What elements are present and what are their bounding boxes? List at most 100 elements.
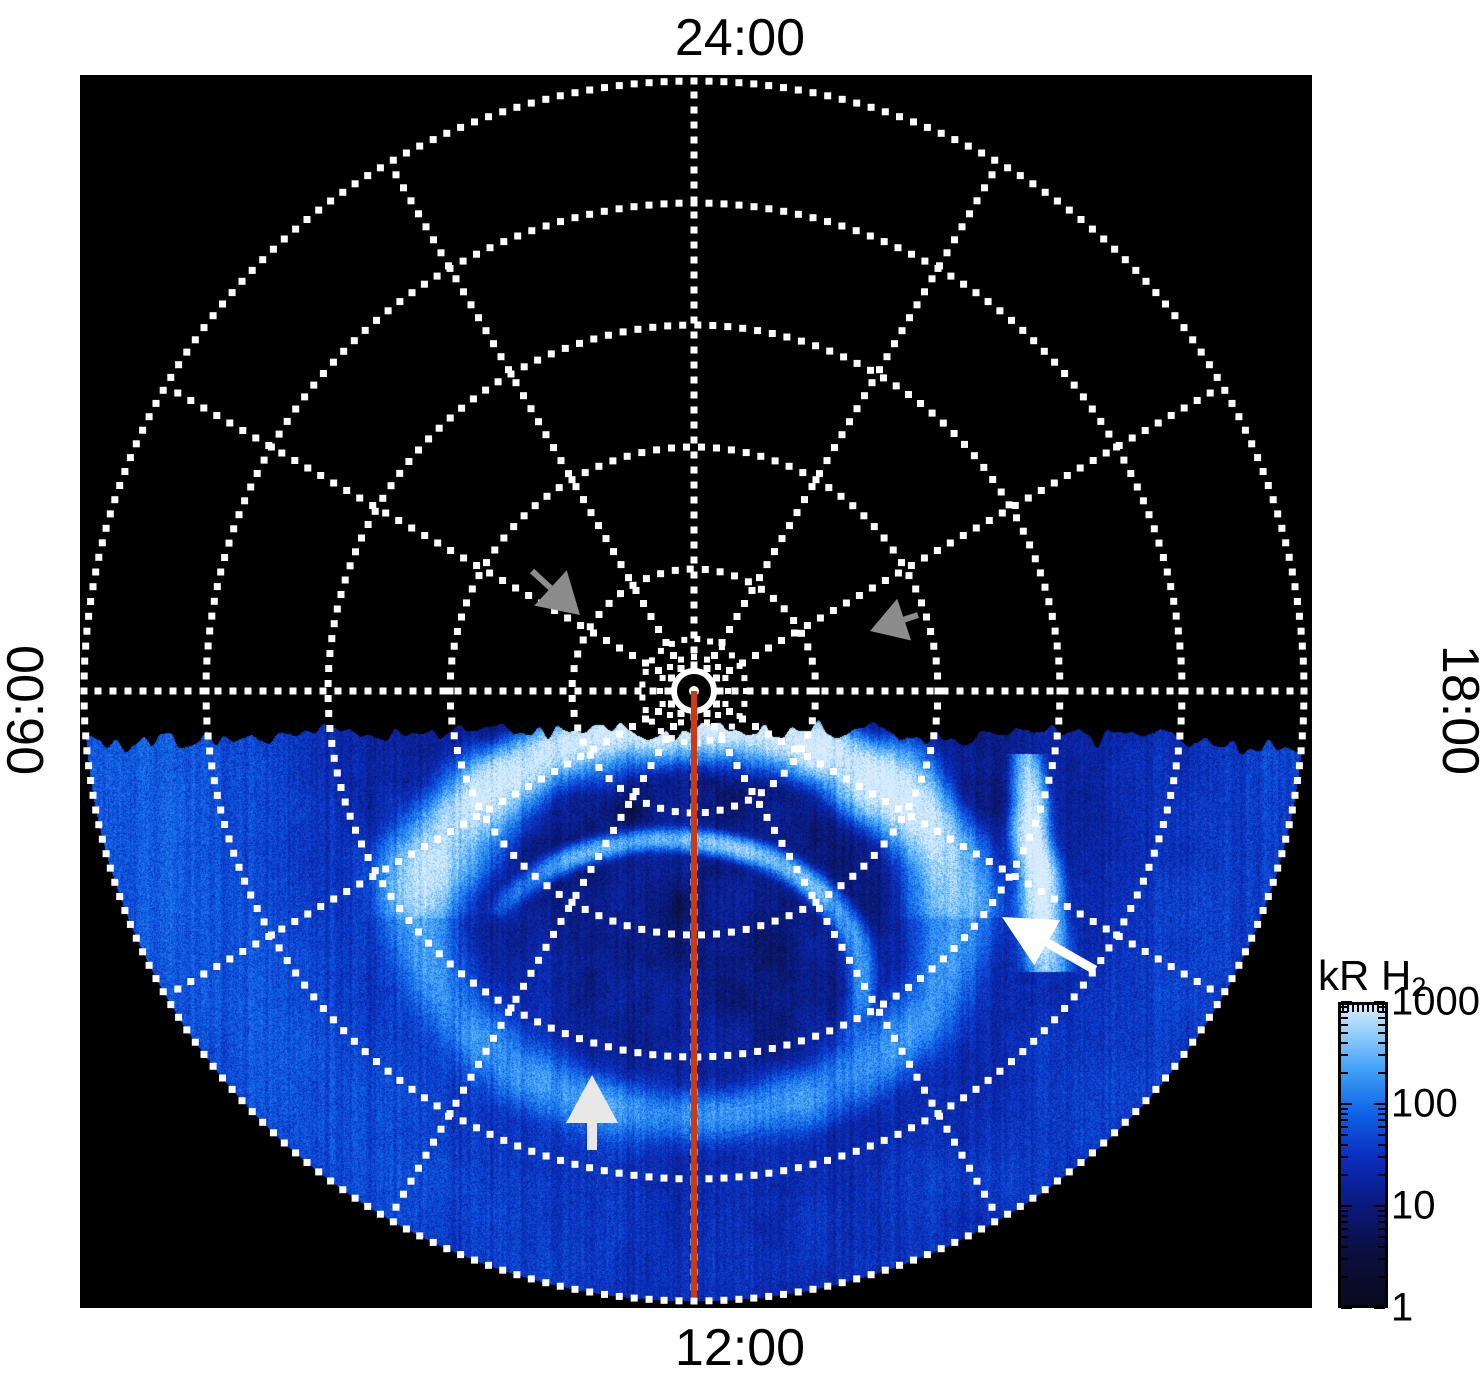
grid-dot: [894, 569, 902, 577]
grid-dot: [454, 687, 462, 695]
grid-dot: [604, 331, 612, 339]
grid-dot: [430, 1138, 437, 1146]
grid-dot: [1040, 1027, 1048, 1035]
grid-dot: [389, 156, 397, 164]
grid-dot: [937, 129, 945, 137]
grid-dot: [923, 761, 930, 769]
grid-dot: [951, 236, 958, 244]
grid-dot: [619, 1046, 627, 1054]
grid-dot: [780, 769, 788, 777]
grid-dot: [642, 659, 649, 667]
grid-dot: [1180, 324, 1188, 332]
grid-dot: [542, 1152, 550, 1160]
grid-dot: [912, 585, 920, 593]
grid-dot: [713, 930, 720, 938]
grid-dot: [183, 348, 191, 356]
grid-dot: [92, 806, 100, 814]
grid-dot: [499, 1266, 507, 1274]
grid-dot: [364, 1202, 372, 1210]
grid-dot: [1141, 427, 1149, 434]
grid-dot: [946, 835, 954, 843]
colorbar-tick-mark: [1357, 1005, 1359, 1012]
grid-dot: [725, 688, 731, 694]
colorbar-tick-mark: [1341, 1023, 1348, 1026]
grid-dot: [771, 548, 778, 556]
grid-dot: [690, 541, 698, 549]
grid-dot: [855, 783, 863, 790]
grid-dot: [984, 298, 992, 306]
grid-dot: [371, 867, 379, 875]
grid-dot: [1180, 1050, 1188, 1058]
grid-dot: [668, 735, 675, 742]
colorbar-tick-mark: [1372, 1005, 1374, 1012]
grid-dot: [528, 1147, 536, 1155]
grid-dot: [379, 880, 387, 888]
colorbar-tick-mark: [1352, 1005, 1354, 1012]
polar-plot-area: [80, 75, 1312, 1308]
grid-dot: [727, 928, 735, 936]
grid-dot: [629, 581, 637, 589]
grid-dot: [460, 820, 468, 828]
colorbar-tick-mark: [1378, 1133, 1385, 1136]
grid-dot: [364, 854, 372, 861]
grid-dot: [514, 232, 522, 240]
grid-dot: [824, 1156, 831, 1164]
grid-dot: [852, 1147, 860, 1155]
grid-dot: [494, 378, 502, 386]
grid-dot: [640, 775, 647, 782]
grid-dot: [913, 301, 921, 309]
grid-dot: [574, 650, 582, 658]
grid-dot: [1088, 1149, 1096, 1157]
grid-dot: [918, 775, 925, 783]
grid-dot: [483, 559, 490, 567]
grid-dot: [1142, 1097, 1150, 1105]
colorbar-tick-mark: [1378, 1174, 1385, 1177]
grid-dot: [564, 760, 572, 768]
grid-dot: [317, 472, 325, 479]
grid-dot: [351, 180, 359, 188]
grid-dot: [340, 1027, 348, 1035]
grid-dot: [280, 1139, 288, 1147]
colorbar-tick-mark: [1374, 1307, 1385, 1309]
grid-dot: [678, 719, 684, 726]
grid-dot: [484, 687, 492, 695]
colorbar-tick-mark: [1378, 1031, 1385, 1034]
grid-dot: [1111, 245, 1119, 253]
grid-dot: [1136, 687, 1144, 695]
grid-dot: [219, 300, 226, 308]
grid-dot: [763, 813, 771, 821]
grid-dot: [615, 82, 623, 90]
grid-dot: [660, 200, 668, 208]
grid-dot: [1167, 412, 1175, 419]
grid-dot: [776, 687, 784, 695]
grid-dot: [838, 431, 846, 439]
grid-dot: [416, 142, 424, 150]
grid-dot: [1115, 442, 1123, 449]
grid-dot: [525, 592, 533, 599]
colorbar-tick-mark: [1341, 1227, 1348, 1230]
grid-dot: [1285, 821, 1293, 829]
grid-dot: [1051, 358, 1059, 366]
grid-dot: [960, 1094, 968, 1102]
grid-dot: [595, 462, 603, 470]
grid-dot: [726, 626, 733, 633]
grid-dot: [1011, 502, 1019, 509]
grid-dot: [400, 1190, 407, 1198]
grid-dot: [956, 687, 964, 695]
grid-dot: [269, 245, 277, 253]
grid-dot: [571, 1160, 579, 1168]
grid-dot: [556, 1282, 564, 1290]
grid-dot: [642, 668, 649, 675]
grid-dot: [932, 657, 940, 665]
grid-dot: [609, 917, 617, 925]
grid-dot: [908, 250, 915, 258]
grid-dot: [1030, 1037, 1038, 1045]
grid-dot: [520, 363, 528, 371]
grid-dot: [520, 982, 527, 990]
grid-dot: [187, 397, 195, 404]
grid-dot: [361, 326, 369, 334]
grid-dot: [1278, 850, 1286, 858]
grid-dot: [939, 419, 947, 427]
grid-dot: [690, 451, 698, 459]
grid-dot: [289, 687, 297, 695]
